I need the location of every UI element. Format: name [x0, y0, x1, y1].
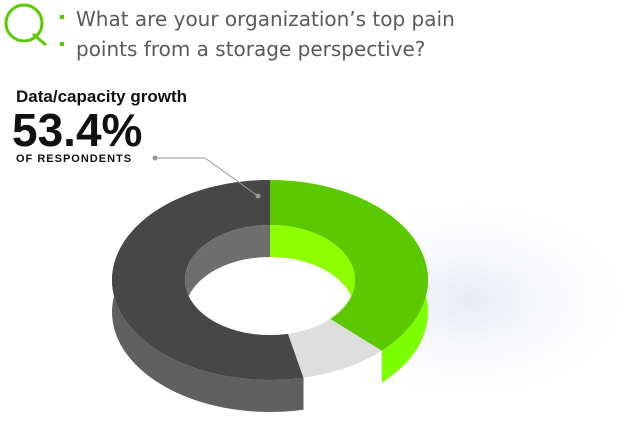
leader-line — [152, 155, 261, 199]
donut — [112, 180, 428, 412]
question-title: What are your organization’s top pain po… — [76, 7, 455, 61]
slice — [288, 318, 382, 378]
slice — [270, 180, 428, 351]
slice-side — [303, 350, 382, 410]
tops — [112, 180, 428, 380]
q-icon — [4, 3, 64, 47]
category-label: Data/capacity growth — [16, 87, 187, 106]
annotation: OF RESPONDENTS — [16, 153, 132, 165]
hole-floor — [185, 257, 355, 335]
slice — [112, 180, 304, 380]
value-label: 53.4% — [12, 104, 142, 156]
slice-inner-wall — [270, 225, 355, 335]
